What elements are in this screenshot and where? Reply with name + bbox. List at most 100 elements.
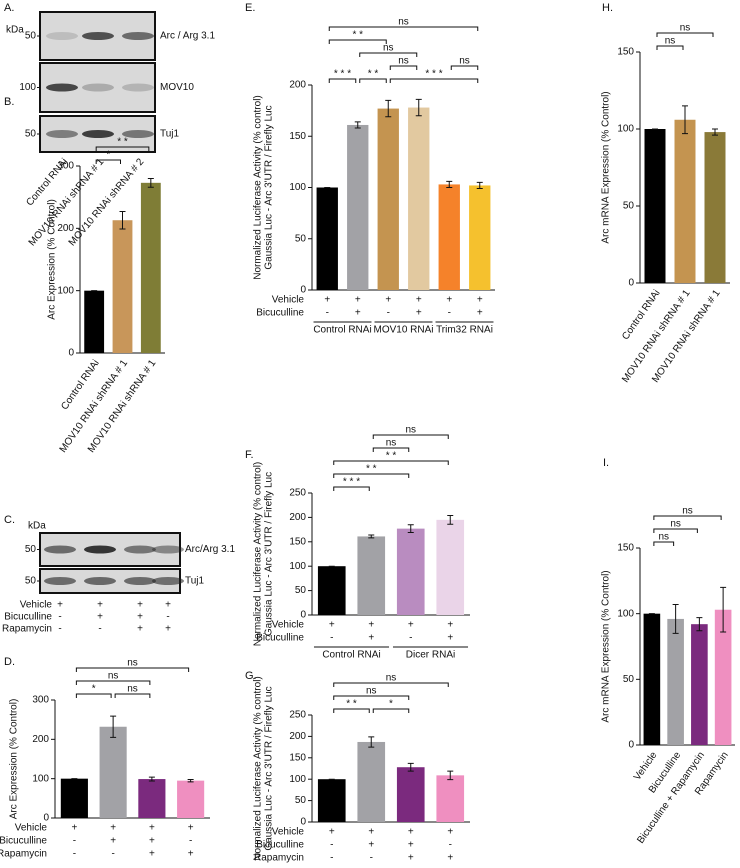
- treatment-sign: +: [368, 840, 374, 851]
- significance-label: *: [92, 684, 96, 695]
- treatment-name: Vehicle: [15, 823, 48, 834]
- bar: [317, 566, 346, 615]
- y-axis-label: Arc Expression (% Control): [9, 699, 20, 820]
- error-bar: [696, 617, 703, 632]
- y-axis-label: Normalized Luciferase Activity (% contro…: [253, 676, 264, 861]
- treatment-sign: +: [446, 295, 452, 306]
- significance-bracket: [333, 695, 410, 700]
- significance-bracket: [328, 78, 357, 83]
- treatment-sign: +: [368, 620, 374, 631]
- y-tick-label: 0: [43, 813, 49, 824]
- blot-band: [84, 577, 116, 585]
- significance-bracket: [95, 159, 121, 164]
- significance-bracket: [389, 65, 418, 70]
- treatment-sign: +: [57, 600, 63, 611]
- significance-label: ns: [665, 36, 676, 47]
- bar: [691, 624, 708, 745]
- treatment-name: Bicuculline: [4, 612, 52, 623]
- significance-bracket: [389, 78, 479, 83]
- bar: [396, 528, 425, 615]
- significance-label: ns: [366, 686, 377, 697]
- treatment-sign: +: [408, 620, 414, 631]
- panel-label: E.: [245, 2, 255, 14]
- unit-label: kDa: [6, 25, 24, 36]
- treatment-sign: -: [330, 633, 333, 644]
- panel-label: B.: [4, 96, 14, 108]
- significance-bracket: [359, 78, 387, 83]
- blot-band: [46, 32, 78, 40]
- significance-label: * *: [352, 30, 363, 41]
- treatment-name: Bicuculline: [256, 308, 304, 319]
- lane-label: MOV10 RNAi shRNA # 2: [67, 156, 147, 248]
- treatment-sign: -: [409, 633, 412, 644]
- bar: [643, 613, 661, 745]
- error-bar: [712, 128, 718, 136]
- y-tick-label: 300: [32, 695, 49, 706]
- row-label: MOV10: [160, 82, 194, 93]
- significance-label: ns: [383, 43, 394, 54]
- treatment-sign: +: [447, 853, 453, 864]
- treatment-sign: -: [73, 849, 76, 860]
- group-label: Control RNAi: [322, 650, 380, 661]
- treatment-sign: +: [385, 295, 391, 306]
- y-tick-label: 250: [289, 488, 306, 499]
- treatment-sign: +: [477, 308, 483, 319]
- significance-bracket: [333, 460, 449, 465]
- treatment-sign: +: [447, 827, 453, 838]
- y-tick-label: 100: [617, 608, 634, 619]
- treatment-sign: -: [449, 840, 452, 851]
- y-axis-label: Arc mRNA Expression (% Control): [601, 570, 612, 722]
- significance-label: ns: [108, 671, 119, 682]
- y-axis-label: Arc mRNA Expression (% Control): [601, 91, 612, 243]
- treatment-sign: +: [137, 600, 143, 611]
- significance-label: * * *: [334, 69, 351, 80]
- error-bar: [672, 603, 679, 634]
- treatment-sign: +: [71, 823, 77, 834]
- significance-label: ns: [680, 23, 691, 34]
- treatment-sign: +: [97, 612, 103, 623]
- y-tick-label: 50: [295, 585, 307, 596]
- y-tick-label: 200: [57, 223, 74, 234]
- treatment-sign: +: [149, 849, 155, 860]
- error-bar: [368, 736, 375, 748]
- y-axis-label: Gaussia Luc - Arc 3'UTR / Firefly Luc: [264, 105, 275, 269]
- error-bar: [446, 180, 453, 188]
- treatment-name: Bicuculline: [256, 633, 304, 644]
- marker-label: 50: [25, 576, 37, 587]
- treatment-sign: -: [189, 836, 192, 847]
- treatment-sign: +: [329, 620, 335, 631]
- panel-label: A.: [4, 2, 14, 14]
- blot-band: [82, 32, 114, 40]
- significance-bracket: [372, 708, 410, 713]
- treatment-sign: -: [58, 612, 61, 623]
- bar: [357, 536, 386, 615]
- bar: [138, 779, 166, 818]
- y-tick-label: 50: [295, 795, 307, 806]
- bar: [469, 185, 491, 290]
- significance-bracket: [328, 26, 479, 31]
- row-label: Tuj1: [185, 576, 205, 587]
- y-tick-label: 200: [289, 80, 306, 91]
- blot-band: [122, 83, 154, 92]
- treatment-sign: -: [330, 853, 333, 864]
- row-label: Arc / Arg 3.1: [160, 31, 215, 42]
- significance-bracket: [95, 146, 150, 151]
- bar: [436, 775, 465, 822]
- treatment-sign: +: [137, 612, 143, 623]
- panel-label: C.: [4, 514, 15, 526]
- significance-label: ns: [670, 519, 681, 530]
- treatment-sign: +: [97, 600, 103, 611]
- blot-band: [124, 545, 156, 554]
- treatment-sign: -: [73, 836, 76, 847]
- treatment-name: Vehicle: [20, 600, 53, 611]
- significance-bracket: [333, 486, 370, 491]
- significance-label: ns: [127, 658, 138, 669]
- treatment-sign: +: [110, 836, 116, 847]
- bar: [112, 220, 133, 353]
- treatment-sign: +: [416, 308, 422, 319]
- panel-label: G.: [245, 670, 257, 682]
- significance-label: * *: [346, 699, 357, 710]
- significance-label: ns: [658, 532, 669, 543]
- significance-label: *: [389, 699, 393, 710]
- y-tick-label: 200: [289, 731, 306, 742]
